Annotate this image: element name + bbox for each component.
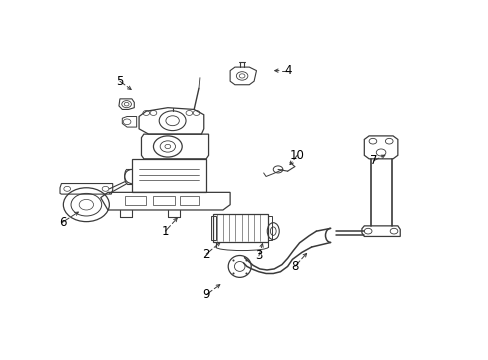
Bar: [210, 216, 215, 240]
Text: 1: 1: [162, 225, 169, 238]
Text: 5: 5: [116, 75, 123, 88]
Bar: [153, 196, 175, 205]
Bar: [124, 196, 146, 205]
Text: 2: 2: [202, 248, 209, 261]
Bar: [267, 216, 272, 240]
Bar: [213, 213, 268, 242]
Text: 7: 7: [369, 154, 377, 167]
Text: 8: 8: [290, 260, 298, 273]
Text: 9: 9: [202, 288, 209, 301]
Text: 3: 3: [255, 249, 262, 262]
Text: 4: 4: [284, 64, 291, 77]
Text: 6: 6: [59, 216, 66, 229]
Bar: [180, 196, 199, 205]
Text: 10: 10: [289, 149, 304, 162]
